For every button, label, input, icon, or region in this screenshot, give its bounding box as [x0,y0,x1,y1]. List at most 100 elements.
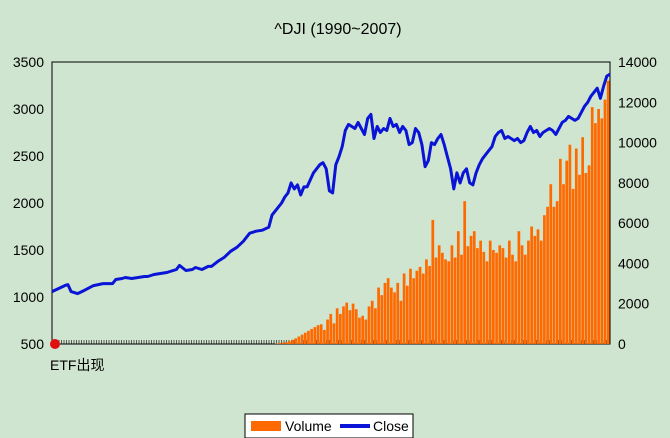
volume-bar [405,285,409,344]
volume-bar [412,278,416,344]
volume-bar [287,341,291,344]
volume-bar [319,324,323,344]
volume-bar [281,342,285,344]
volume-bar [606,80,610,345]
volume-bar [386,278,390,344]
left-tick-label: 1000 [13,289,44,305]
volume-bar [307,330,310,344]
volume-bar [501,248,505,344]
volume-bar [530,226,533,344]
volume-bar [463,201,467,344]
volume-bar [603,99,607,344]
volume-bar [574,148,578,344]
right-tick-label: 12000 [618,94,657,110]
volume-bar [284,342,288,344]
chart-title: ^DJI (1990~2007) [274,21,401,38]
volume-bar [558,158,562,344]
volume-bar [380,295,384,344]
right-tick-label: 0 [618,336,626,352]
volume-bar [335,308,339,344]
volume-bar [313,327,317,344]
volume-bar [294,338,298,344]
volume-bar [466,246,470,344]
volume-bar [520,245,524,344]
volume-bar [345,302,349,344]
volume-bar [326,319,329,344]
volume-bar [370,300,374,344]
right-tick-label: 4000 [618,255,649,271]
volume-bar [504,257,508,344]
volume-bar [316,325,320,344]
volume-bar [393,292,396,344]
left-axis: 3500 3000 2500 2000 1500 1000 500 [13,54,44,352]
volume-bar [581,137,585,344]
volume-bar [399,300,403,344]
volume-bar [278,343,282,344]
volume-bar [300,334,304,344]
volume-bar [539,240,543,344]
left-tick-label: 3500 [13,54,44,70]
volume-bar [421,273,425,344]
volume-bar [514,261,518,344]
volume-bar [402,273,406,344]
volume-bar [329,313,333,344]
volume-bar [441,252,444,344]
right-tick-label: 2000 [618,296,649,312]
volume-bar [476,248,479,344]
volume-bar [495,252,498,344]
volume-bar [358,317,361,344]
volume-bar [578,174,581,344]
volume-bar [507,240,511,344]
volume-bar [396,282,400,344]
volume-bar [488,240,492,344]
legend-label-close: Close [373,418,409,434]
volume-bar [342,306,345,344]
volume-bar [374,308,377,344]
volume-bar [367,306,371,344]
left-tick-label: 2500 [13,148,44,164]
left-tick-label: 3000 [13,101,44,117]
volume-bar [348,310,352,344]
right-axis: 14000 12000 10000 8000 6000 4000 2000 0 [618,54,657,352]
volume-bar [297,336,301,344]
volume-bar [517,231,521,344]
volume-bar [409,268,412,344]
volume-bar [444,259,447,344]
volume-bar [354,309,358,344]
volume-bar [456,231,460,344]
volume-bar [450,245,454,344]
volume-bar [364,319,368,344]
left-tick-label: 1500 [13,242,44,258]
volume-bar [600,118,604,345]
right-tick-label: 14000 [618,54,657,70]
volume-bar [383,282,387,344]
volume-bar [460,254,463,344]
volume-bar [552,206,556,344]
volume-bar [415,270,419,344]
volume-bar [597,109,600,344]
volume-bar [492,250,495,344]
volume-bar [428,265,431,344]
volume-bar [425,259,428,344]
volume-series [275,80,610,345]
volume-bar [437,245,441,344]
volume-bar [389,287,393,344]
etf-marker [50,339,60,349]
volume-bar [332,323,336,344]
volume-bar [587,165,591,344]
volume-bar [533,235,537,344]
volume-bar [511,254,514,344]
close-series [51,72,611,296]
volume-bar [453,257,457,344]
volume-bar [498,245,502,344]
right-tick-label: 10000 [618,135,657,151]
legend-label-volume: Volume [285,418,332,434]
volume-bar [434,257,438,344]
legend-swatch-volume [251,421,281,431]
volume-bar [303,332,307,344]
etf-annotation: ETF出现 [50,357,104,373]
volume-bar [565,160,569,344]
volume-bar [584,172,588,344]
volume-bar [418,266,422,344]
